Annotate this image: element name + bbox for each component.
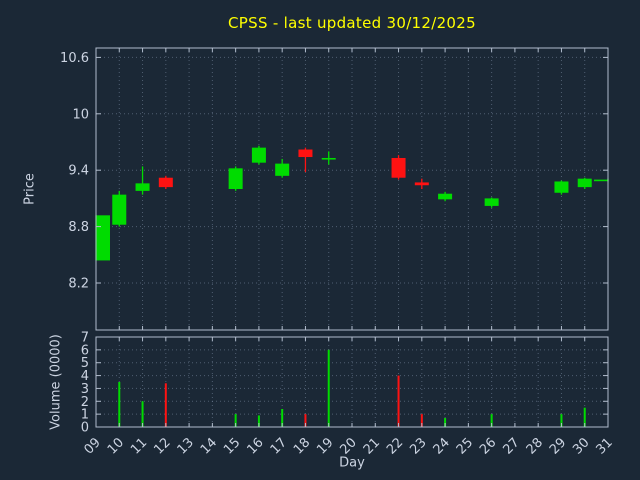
day-tick-label: 28 <box>524 435 546 457</box>
price-tick-label: 10 <box>72 107 89 122</box>
day-tick-label: 10 <box>105 435 127 457</box>
day-tick-label: 30 <box>570 435 592 457</box>
volume-tick-label: 4 <box>81 369 89 384</box>
chart-title: CPSS - last updated 30/12/2025 <box>228 14 476 32</box>
volume-tick-label: 5 <box>81 356 89 371</box>
candle-body <box>484 198 499 206</box>
candle-body <box>251 147 266 163</box>
candle-body <box>112 194 127 225</box>
candle-body <box>577 178 592 188</box>
candle-body <box>158 177 173 188</box>
day-tick-label: 09 <box>82 435 104 457</box>
volume-axis-label: Volume (0000) <box>48 334 64 430</box>
price-tick-label: 10.6 <box>60 51 89 66</box>
candle-body <box>275 163 290 176</box>
day-tick-label: 29 <box>547 435 569 457</box>
price-axis-label: Price <box>22 173 38 205</box>
day-tick-label: 12 <box>151 435 173 457</box>
day-tick-label: 14 <box>198 435 220 457</box>
day-tick-label: 18 <box>291 435 313 457</box>
day-tick-label: 24 <box>431 435 453 457</box>
day-tick-label: 25 <box>454 435 476 457</box>
candle-body <box>321 157 336 160</box>
candle-body <box>298 149 313 158</box>
day-tick-label: 15 <box>221 435 243 457</box>
volume-plot-border <box>95 336 609 428</box>
volume-tick-label: 7 <box>81 331 89 346</box>
candle-body <box>135 183 150 191</box>
candle-body <box>414 182 429 186</box>
day-tick-label: 19 <box>314 435 336 457</box>
day-tick-label: 27 <box>500 435 522 457</box>
volume-tick-label: 2 <box>81 395 89 410</box>
price-tick-label: 8.2 <box>68 277 89 292</box>
day-tick-label: 21 <box>361 435 383 457</box>
candle-body <box>96 215 110 261</box>
volume-tick-label: 1 <box>81 408 89 423</box>
day-tick-label: 31 <box>594 435 616 457</box>
day-tick-label: 13 <box>175 435 197 457</box>
volume-tick-label: 6 <box>81 343 89 358</box>
day-tick-label: 26 <box>477 435 499 457</box>
candle-body <box>594 179 608 182</box>
day-tick-label: 17 <box>268 435 290 457</box>
price-tick-label: 9.4 <box>68 164 89 179</box>
day-tick-label: 22 <box>384 435 406 457</box>
volume-tick-label: 0 <box>81 421 89 436</box>
volume-tick-label: 3 <box>81 382 89 397</box>
candle-body <box>438 193 453 200</box>
candle-body <box>391 157 406 178</box>
price-tick-label: 8.8 <box>68 220 89 235</box>
day-tick-label: 11 <box>128 435 150 457</box>
day-axis-label: Day <box>339 455 365 471</box>
candle-body <box>228 168 243 189</box>
day-tick-label: 20 <box>338 435 360 457</box>
day-tick-label: 16 <box>244 435 266 457</box>
candle-body <box>554 181 569 193</box>
price-plot-border <box>95 47 609 331</box>
day-tick-label: 23 <box>407 435 429 457</box>
